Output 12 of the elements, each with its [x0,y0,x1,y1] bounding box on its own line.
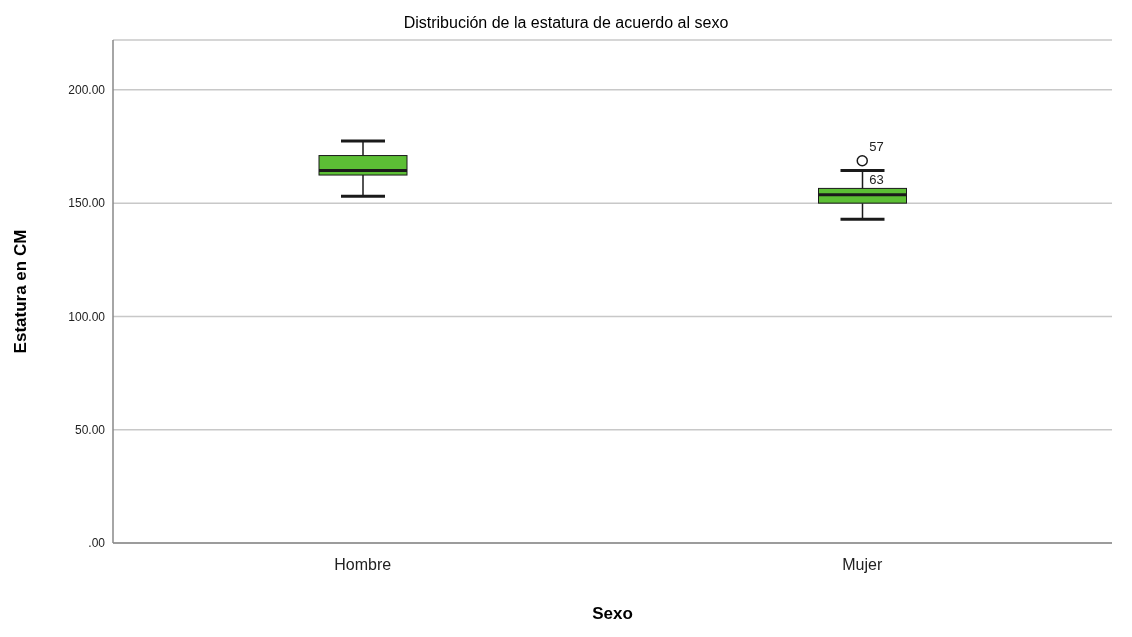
x-tick-label: Mujer [842,556,883,574]
chart-title: Distribución de la estatura de acuerdo al sexo [402,14,730,32]
annotation: 63 [869,171,884,187]
y-tick-label: .00 [88,536,106,551]
x-tick-label: Hombre [334,556,392,574]
y-tick-label: 50.00 [74,422,106,437]
y-tick-label: 200.00 [68,83,106,98]
y-tick-label: 150.00 [68,196,106,211]
annotation: 57 [869,138,884,154]
y-tick-label: 100.00 [68,309,106,324]
x-axis-title: Sexo [592,604,633,623]
y-axis-title: Estatura en CM [11,229,31,354]
